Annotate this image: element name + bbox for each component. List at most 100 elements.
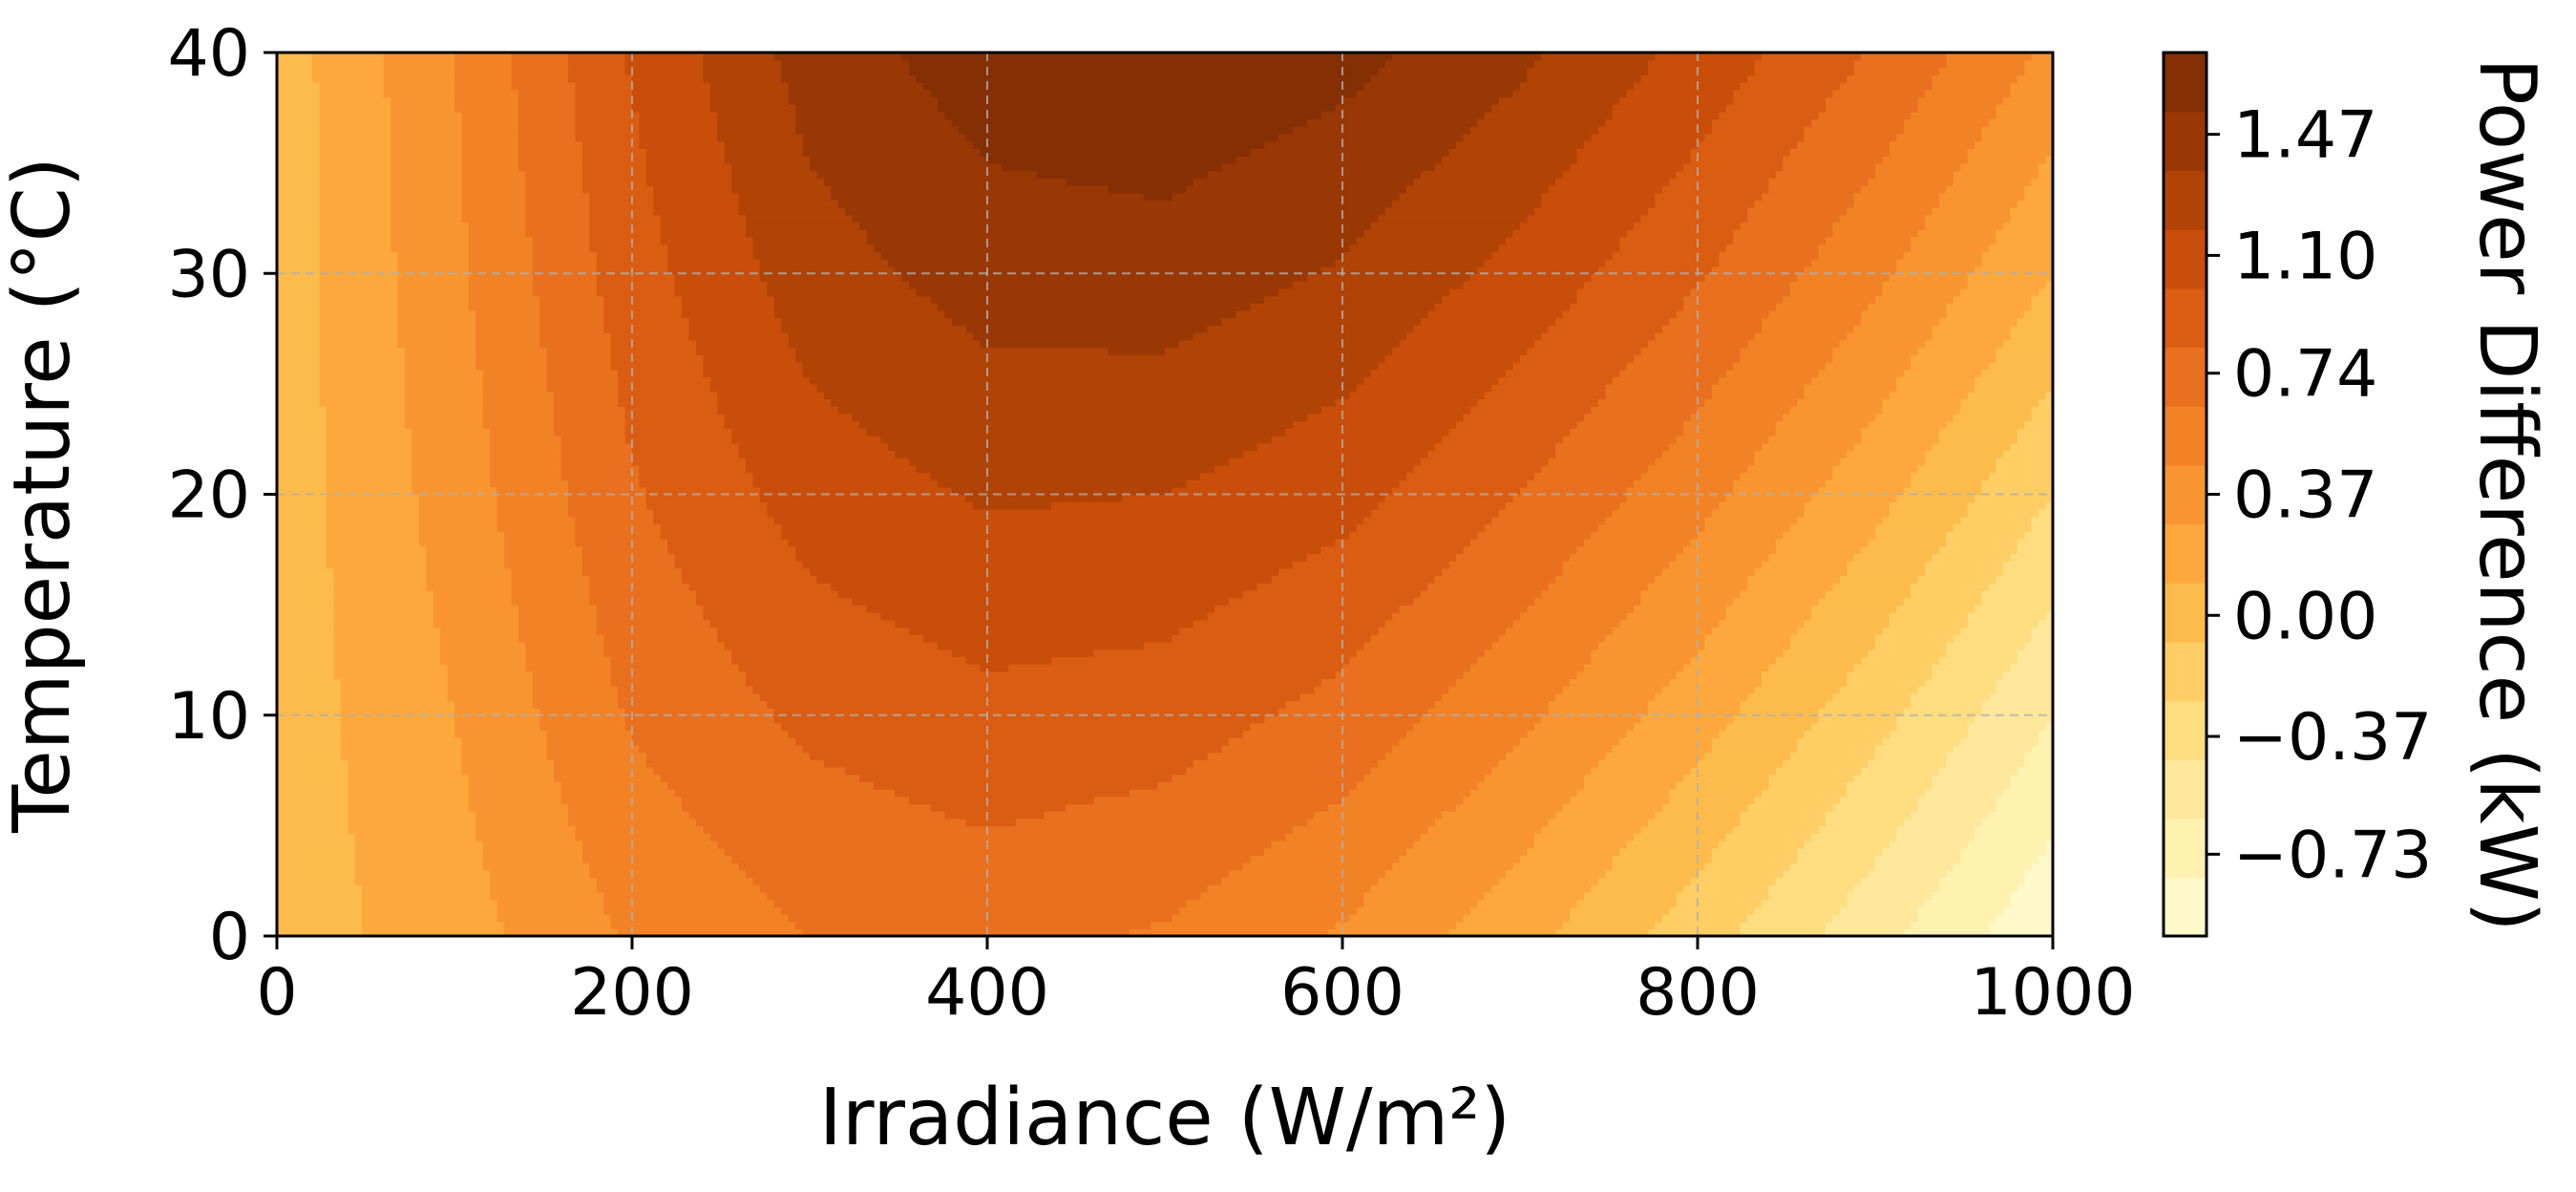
contour-band-cell xyxy=(1974,383,2053,393)
contour-band-cell xyxy=(319,295,399,304)
contour-band-cell xyxy=(1917,103,1997,113)
contour-band-cell xyxy=(362,891,491,901)
contour-band-cell xyxy=(1200,891,1365,901)
contour-band-cell xyxy=(1847,891,1933,901)
contour-band-cell xyxy=(1804,383,1898,393)
contour-band-cell xyxy=(354,840,484,849)
contour-band-cell xyxy=(1512,361,1628,371)
contour-band-cell xyxy=(2002,670,2053,680)
contour-band-cell xyxy=(2045,280,2053,289)
contour-band-cell xyxy=(391,192,463,201)
contour-band-cell xyxy=(277,847,356,857)
contour-band-cell xyxy=(1448,685,1564,694)
contour-band-cell xyxy=(546,376,619,385)
contour-band-cell xyxy=(1306,118,1479,127)
contour-band-cell xyxy=(1469,538,1585,547)
contour-band-cell xyxy=(575,89,633,98)
contour-band-cell xyxy=(404,413,484,422)
contour-band-cell xyxy=(333,567,428,577)
contour-band-cell xyxy=(1811,258,1898,267)
contour-band-cell xyxy=(724,420,860,429)
contour-band-cell xyxy=(2010,331,2053,341)
contour-band-cell xyxy=(1605,118,1713,127)
contour-band-cell xyxy=(2010,663,2053,672)
contour-band-cell xyxy=(930,803,1066,812)
contour-band-cell xyxy=(1634,81,1742,91)
contour-band-cell xyxy=(1783,531,1876,540)
contour-band-cell xyxy=(2016,545,2053,554)
contour-band-cell xyxy=(1605,869,1699,879)
contour-band-cell xyxy=(277,280,321,289)
contour-band-cell xyxy=(581,545,668,554)
contour-band-cell xyxy=(1562,921,1657,930)
contour-band-cell xyxy=(511,59,569,69)
contour-band-cell xyxy=(277,633,335,643)
contour-band-cell xyxy=(709,833,1287,841)
contour-band-cell xyxy=(277,825,349,834)
contour-band-cell xyxy=(1498,244,1620,252)
contour-band-cell xyxy=(1597,523,1706,532)
contour-band-cell xyxy=(837,589,1244,599)
contour-band-cell xyxy=(1754,67,1855,75)
contour-band-cell xyxy=(504,531,577,540)
contour-band-cell xyxy=(682,295,775,304)
contour-band-cell xyxy=(788,81,924,91)
contour-band-cell xyxy=(1825,479,1911,488)
contour-band-cell xyxy=(1804,391,1890,400)
contour-band-cell xyxy=(1413,464,1543,474)
contour-band-cell xyxy=(1719,111,1820,120)
contour-band-cell xyxy=(525,656,612,665)
contour-band-cell xyxy=(340,692,449,702)
contour-band-cell xyxy=(773,899,1188,907)
contour-band-cell xyxy=(632,96,711,105)
contour-band-cell xyxy=(1533,833,1635,841)
contour-band-cell xyxy=(581,855,732,863)
contour-band-cell xyxy=(319,317,399,327)
contour-band-cell xyxy=(802,133,967,142)
contour-band-cell xyxy=(277,663,335,672)
contour-band-cell xyxy=(2010,774,2053,782)
contour-band-cell xyxy=(1157,781,1358,790)
contour-band-cell xyxy=(1811,118,1905,127)
contour-band-cell xyxy=(688,331,790,341)
contour-band-cell xyxy=(837,200,1393,208)
contour-band-cell xyxy=(645,501,769,510)
contour-band-cell xyxy=(1861,545,1940,554)
contour-band-cell xyxy=(461,736,548,746)
contour-band-cell xyxy=(319,280,399,289)
contour-band-cell xyxy=(504,538,577,547)
contour-band-cell xyxy=(319,376,406,385)
contour-band-cell xyxy=(1789,287,1884,297)
contour-band-cell xyxy=(426,545,505,554)
contour-band-cell xyxy=(1640,597,1734,606)
colorbar-band xyxy=(2164,287,2206,349)
contour-band-cell xyxy=(1320,111,1486,120)
contour-band-cell xyxy=(610,361,705,371)
y-tick-label: 10 xyxy=(167,679,250,755)
contour-band-cell xyxy=(624,67,705,75)
contour-band-cell xyxy=(1690,877,1777,885)
contour-band-cell xyxy=(517,162,583,172)
contour-band-cell xyxy=(682,803,932,812)
contour-band-cell xyxy=(440,656,527,665)
contour-band-cell xyxy=(1967,730,2039,738)
contour-band-cell xyxy=(1960,847,2047,857)
contour-band-cell xyxy=(1555,692,1657,702)
contour-band-cell xyxy=(581,155,647,164)
contour-band-cell xyxy=(1719,501,1805,510)
contour-band-cell xyxy=(639,140,726,150)
contour-band-cell xyxy=(554,413,626,422)
contour-band-cell xyxy=(1783,413,1876,422)
contour-band-cell xyxy=(1789,633,1876,643)
contour-band-cell xyxy=(2031,516,2053,525)
contour-band-cell xyxy=(1889,273,1969,282)
contour-band-cell xyxy=(1811,722,1898,731)
contour-band-cell xyxy=(1903,597,1983,606)
contour-band-cell xyxy=(1995,796,2053,805)
contour-band-cell xyxy=(1548,325,1663,333)
contour-band-cell xyxy=(1235,155,1443,164)
contour-band-cell xyxy=(1818,714,1898,724)
contour-band-cell xyxy=(1469,663,1585,672)
contour-band-cell xyxy=(639,133,719,142)
contour-band-cell xyxy=(1583,538,1692,547)
